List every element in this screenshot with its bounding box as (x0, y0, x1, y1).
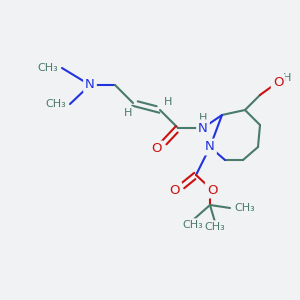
Text: H: H (164, 97, 172, 107)
Text: CH₃: CH₃ (183, 220, 203, 230)
Text: CH₃: CH₃ (205, 222, 225, 232)
Text: N: N (85, 79, 95, 92)
Text: O: O (273, 76, 283, 88)
Text: N: N (205, 140, 215, 154)
Text: CH₃: CH₃ (45, 99, 66, 109)
Text: N: N (198, 122, 208, 134)
Text: H: H (283, 73, 291, 83)
Text: O: O (152, 142, 162, 155)
Text: H: H (124, 108, 132, 118)
Text: CH₃: CH₃ (234, 203, 255, 213)
Text: CH₃: CH₃ (37, 63, 58, 73)
Text: O: O (207, 184, 217, 196)
Text: O: O (170, 184, 180, 196)
Text: H: H (199, 113, 207, 123)
